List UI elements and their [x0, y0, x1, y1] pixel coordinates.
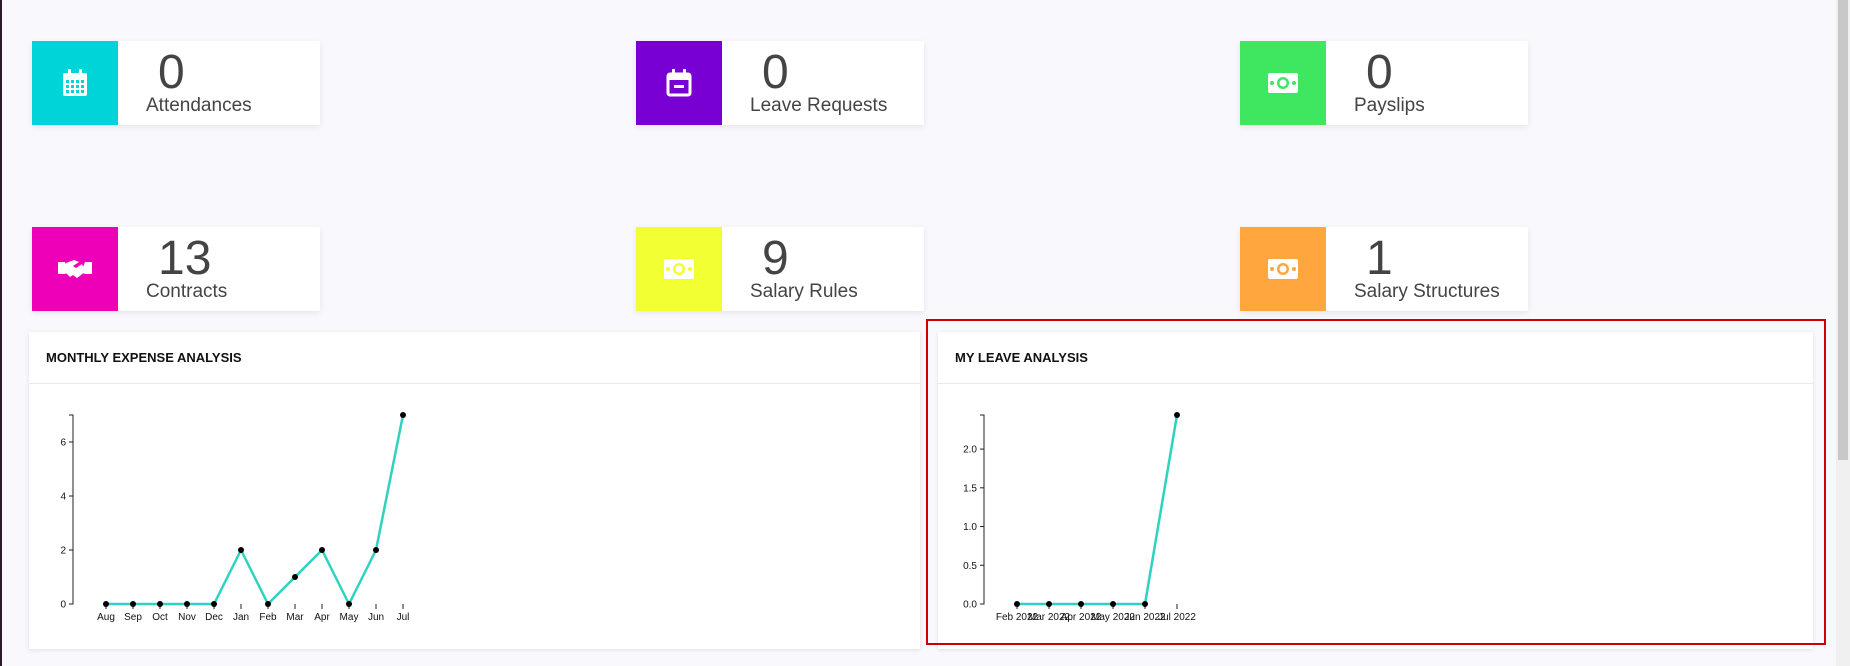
y-tick-label: 1.0 [963, 522, 977, 533]
calendar-icon [32, 41, 118, 125]
x-tick-label: May 2022 [1091, 612, 1135, 623]
stat-card-attendances[interactable]: 0 Attendances [32, 41, 320, 125]
stat-label: Salary Rules [750, 281, 858, 302]
calendar-minus-icon [636, 41, 722, 125]
stat-value: 1 [1366, 232, 1393, 285]
x-tick-label: Apr [314, 612, 330, 623]
y-tick-label: 2.0 [963, 445, 977, 456]
money-icon [636, 227, 722, 311]
stat-label: Payslips [1354, 95, 1425, 116]
x-tick-label: Jan [233, 612, 249, 623]
data-point [292, 574, 298, 580]
data-point [130, 601, 136, 607]
x-tick-label: Apr 2022 [1061, 612, 1102, 623]
stat-value: 13 [158, 232, 212, 285]
stat-label: Contracts [146, 281, 228, 302]
handshake-icon [32, 227, 118, 311]
x-tick-label: Jul [397, 612, 410, 623]
y-tick-label: 2 [60, 546, 66, 557]
series-line [1017, 414, 1179, 606]
y-tick-label: 6 [60, 438, 66, 449]
x-tick-label: Feb [259, 612, 277, 623]
monthly-expense-panel: MONTHLY EXPENSE ANALYSIS 0 2 4 6 Aug Sep Oct No… [29, 332, 920, 649]
stat-label: Leave Requests [750, 95, 888, 116]
panel-title: MY LEAVE ANALYSIS [938, 332, 1813, 384]
scrollbar-thumb[interactable] [1838, 0, 1848, 460]
x-tick-label: Dec [205, 612, 223, 623]
y-tick-label: 1.5 [963, 483, 977, 494]
data-point [1174, 412, 1180, 418]
data-point [238, 547, 244, 553]
y-tick-label: 0.0 [963, 600, 977, 611]
x-tick-label: May [340, 612, 359, 623]
money-icon [1240, 227, 1326, 311]
expense-chart: 0 2 4 6 Aug Sep Oct Nov Dec Jan Feb Mar Apr May Jun Jul [60, 412, 410, 623]
x-tick-label: Oct [152, 612, 168, 623]
y-tick-label: 0 [60, 600, 66, 611]
data-point [211, 601, 217, 607]
x-tick-label: Jun [368, 612, 384, 623]
x-tick-label: Jun 2022 [1124, 612, 1166, 623]
stat-value: 0 [762, 46, 789, 99]
data-point [265, 601, 271, 607]
data-point [184, 601, 190, 607]
money-icon [1240, 41, 1326, 125]
stat-card-contracts[interactable]: 13 Contracts [32, 227, 320, 311]
x-tick-label: Nov [178, 612, 196, 623]
x-tick-label: Feb 2022 [996, 612, 1039, 623]
stat-label: Attendances [146, 95, 252, 116]
data-point [319, 547, 325, 553]
stat-label: Salary Structures [1354, 281, 1500, 302]
leave-analysis-panel: MY LEAVE ANALYSIS 0.0 0.5 1.0 1.5 2.0 Feb 202… [938, 332, 1813, 649]
scrollbar[interactable] [1836, 0, 1850, 666]
data-point [1110, 601, 1116, 607]
x-tick-label: Aug [97, 612, 115, 623]
stat-card-payslips[interactable]: 0 Payslips [1240, 41, 1528, 125]
series-line [106, 414, 405, 607]
y-axis [980, 414, 985, 605]
x-tick-label: Jul 2022 [1158, 612, 1196, 623]
data-point [1142, 601, 1148, 607]
stat-card-leave-requests[interactable]: 0 Leave Requests [636, 41, 924, 125]
stat-value: 9 [762, 232, 789, 285]
x-tick-label: Sep [124, 612, 142, 623]
y-axis [69, 414, 74, 605]
panel-title: MONTHLY EXPENSE ANALYSIS [29, 332, 920, 384]
data-point [1046, 601, 1052, 607]
data-point [1014, 601, 1020, 607]
data-point [103, 601, 109, 607]
stat-value: 0 [1366, 46, 1393, 99]
stat-value: 0 [158, 46, 185, 99]
x-tick-label: Mar [286, 612, 304, 623]
stat-card-salary-rules[interactable]: 9 Salary Rules [636, 227, 924, 311]
data-point [1078, 601, 1084, 607]
data-point [373, 547, 379, 553]
data-point [346, 601, 352, 607]
y-tick-label: 0.5 [963, 561, 977, 572]
data-point [157, 601, 163, 607]
y-tick-label: 4 [60, 492, 66, 503]
stat-card-salary-structures[interactable]: 1 Salary Structures [1240, 227, 1528, 311]
data-point [400, 412, 406, 418]
x-tick-label: Mar 2022 [1028, 612, 1071, 623]
